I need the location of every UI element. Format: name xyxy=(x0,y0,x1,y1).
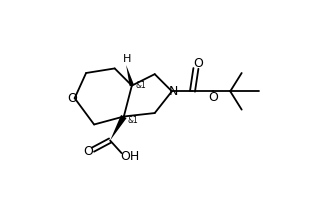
Text: O: O xyxy=(193,57,203,70)
Text: H: H xyxy=(122,54,131,64)
Polygon shape xyxy=(126,65,134,86)
Text: O: O xyxy=(83,145,93,158)
Text: N: N xyxy=(169,85,178,98)
Text: O: O xyxy=(209,91,218,104)
Text: &1: &1 xyxy=(136,81,147,90)
Polygon shape xyxy=(110,115,127,141)
Text: OH: OH xyxy=(120,150,139,163)
Text: &1: &1 xyxy=(127,116,138,125)
Text: O: O xyxy=(67,92,77,105)
